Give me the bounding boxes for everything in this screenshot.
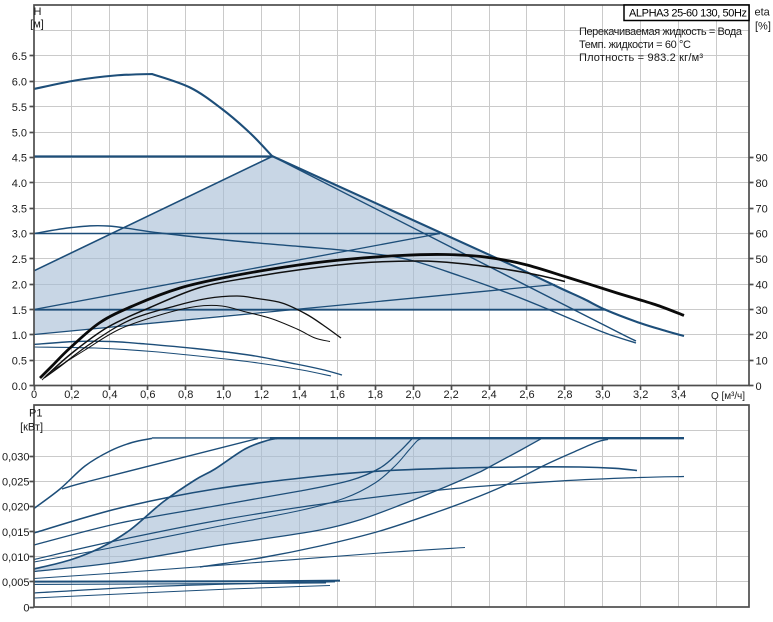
svg-text:2,4: 2,4 [481,389,496,401]
svg-text:0,025: 0,025 [2,477,30,489]
svg-text:3.0: 3.0 [12,229,27,241]
svg-text:0,2: 0,2 [64,389,79,401]
svg-text:2,6: 2,6 [519,389,534,401]
svg-text:3.5: 3.5 [12,203,27,215]
svg-text:90: 90 [756,153,768,165]
svg-text:50: 50 [756,254,768,266]
svg-text:H: H [34,6,42,18]
svg-text:1.0: 1.0 [12,330,27,342]
svg-text:5.5: 5.5 [12,102,27,114]
svg-text:3,0: 3,0 [595,389,610,401]
svg-text:5.0: 5.0 [12,127,27,139]
svg-text:3,4: 3,4 [671,389,686,401]
svg-text:0.0: 0.0 [12,381,27,393]
svg-text:ALPHA3 25-60 130, 50Hz: ALPHA3 25-60 130, 50Hz [629,8,747,20]
svg-text:3,2: 3,2 [633,389,648,401]
svg-text:0: 0 [23,602,29,614]
svg-text:Перекачиваемая жидкость = Вода: Перекачиваемая жидкость = Вода [579,26,743,38]
svg-text:0,6: 0,6 [140,389,155,401]
svg-text:0,020: 0,020 [2,502,30,514]
svg-text:1,6: 1,6 [330,389,345,401]
svg-text:0,8: 0,8 [178,389,193,401]
svg-text:20: 20 [756,330,768,342]
svg-text:30: 30 [756,305,768,317]
svg-text:1,4: 1,4 [292,389,307,401]
svg-text:2,0: 2,0 [406,389,421,401]
svg-text:0.5: 0.5 [12,355,27,367]
svg-text:0,005: 0,005 [2,577,30,589]
svg-text:0,010: 0,010 [2,552,30,564]
svg-text:0,4: 0,4 [102,389,117,401]
svg-text:eta: eta [755,7,771,19]
svg-text:P1: P1 [29,408,42,420]
svg-text:70: 70 [756,203,768,215]
svg-text:2,2: 2,2 [443,389,458,401]
svg-text:0,030: 0,030 [2,451,30,463]
svg-text:4.0: 4.0 [12,178,27,190]
svg-text:[кВт]: [кВт] [20,422,43,434]
svg-text:6.5: 6.5 [12,51,27,63]
svg-text:40: 40 [756,279,768,291]
svg-text:0: 0 [756,381,762,393]
svg-text:1.5: 1.5 [12,305,27,317]
svg-text:1,0: 1,0 [216,389,231,401]
svg-text:80: 80 [756,178,768,190]
svg-text:1,2: 1,2 [254,389,269,401]
svg-text:4.5: 4.5 [12,153,27,165]
svg-text:0: 0 [31,389,37,401]
svg-text:0,015: 0,015 [2,527,30,539]
svg-text:1,8: 1,8 [368,389,383,401]
svg-text:10: 10 [756,355,768,367]
svg-text:6.0: 6.0 [12,77,27,89]
svg-text:60: 60 [756,229,768,241]
svg-text:2.5: 2.5 [12,254,27,266]
svg-text:2.0: 2.0 [12,279,27,291]
svg-text:Темп. жидкости = 60 °C: Темп. жидкости = 60 °C [579,39,691,51]
svg-text:[%]: [%] [755,21,771,33]
svg-text:Плотность = 983.2 кг/м³: Плотность = 983.2 кг/м³ [579,52,703,64]
svg-text:[м]: [м] [30,19,44,31]
svg-text:2,8: 2,8 [557,389,572,401]
svg-text:Q [м³/ч]: Q [м³/ч] [711,391,745,402]
